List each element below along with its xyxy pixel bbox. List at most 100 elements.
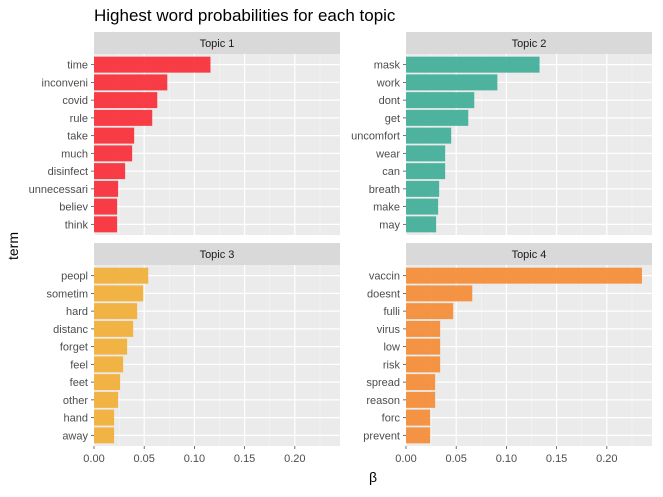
- y-tick-label: prevent: [363, 430, 400, 442]
- bar-unnecessari: [94, 180, 119, 197]
- y-tick-label: hand: [64, 413, 88, 425]
- bar-take: [94, 127, 135, 144]
- bar-prevent: [406, 427, 431, 444]
- y-tick-label: reason: [366, 395, 400, 407]
- x-tick-label: 0.05: [445, 453, 466, 465]
- panel-4: Topic 4 vaccin doesnt fulli virus low risk spre…: [363, 243, 652, 465]
- bar-spread: [406, 374, 436, 391]
- bar-feet: [94, 374, 121, 391]
- y-tick-label: may: [379, 219, 400, 231]
- x-tick-label: 0.15: [546, 453, 567, 465]
- y-tick-label: vaccin: [369, 271, 400, 283]
- bar-feel: [94, 356, 124, 373]
- y-tick-label: spread: [366, 377, 400, 389]
- y-tick-label: forc: [382, 413, 401, 425]
- x-tick-label: 0.10: [496, 453, 517, 465]
- y-tick-label: risk: [383, 359, 401, 371]
- facet-strip: [94, 32, 340, 54]
- bar-peopl: [94, 267, 149, 284]
- bar-wear: [406, 145, 446, 162]
- panel-3: Topic 3 peopl sometim hard distanc forget feel…: [46, 243, 340, 465]
- y-tick-label: doesnt: [367, 288, 400, 300]
- y-tick-label: feet: [70, 377, 88, 389]
- x-tick-label: 0.00: [83, 453, 104, 465]
- y-tick-label: think: [65, 219, 89, 231]
- bar-hard: [94, 303, 138, 320]
- y-tick-label: fulli: [383, 306, 400, 318]
- x-tick-label: 0.15: [234, 453, 255, 465]
- y-tick-label: away: [62, 430, 88, 442]
- bar-vaccin: [406, 267, 642, 284]
- bar-breath: [406, 180, 440, 197]
- y-tick-label: take: [67, 131, 88, 143]
- bar-hand: [94, 409, 115, 426]
- y-tick-label: mask: [374, 60, 401, 72]
- bar-fulli: [406, 303, 454, 320]
- y-tick-label: make: [373, 202, 400, 214]
- bar-may: [406, 216, 437, 233]
- y-tick-label: can: [382, 166, 400, 178]
- bar-get: [406, 109, 469, 126]
- y-tick-label: dont: [379, 95, 400, 107]
- y-tick-label: get: [385, 113, 400, 125]
- facet-strip-label: Topic 3: [200, 249, 235, 261]
- x-tick-label: 0.05: [133, 453, 154, 465]
- facet-strip-label: Topic 4: [512, 249, 547, 261]
- y-tick-label: believ: [59, 202, 88, 214]
- bar-away: [94, 427, 115, 444]
- facet-strip: [406, 243, 652, 265]
- bar-inconveni: [94, 74, 168, 91]
- bar-doesnt: [406, 285, 473, 302]
- x-axis-title: β: [369, 469, 377, 485]
- y-tick-label: breath: [369, 184, 400, 196]
- bar-think: [94, 216, 118, 233]
- x-tick-label: 0.00: [395, 453, 416, 465]
- x-tick-label: 0.20: [284, 453, 305, 465]
- bar-believ: [94, 198, 118, 215]
- y-tick-label: low: [383, 342, 400, 354]
- y-tick-label: other: [63, 395, 88, 407]
- bar-disinfect: [94, 163, 126, 180]
- bar-virus: [406, 320, 441, 337]
- bar-forc: [406, 409, 431, 426]
- y-tick-label: unnecessari: [29, 184, 88, 196]
- y-tick-label: covid: [62, 95, 88, 107]
- y-tick-label: feel: [70, 359, 88, 371]
- bar-can: [406, 163, 446, 180]
- chart-title: Highest word probabilities for each topi…: [94, 6, 396, 25]
- bar-risk: [406, 356, 441, 373]
- y-tick-label: inconveni: [42, 77, 88, 89]
- x-tick-label: 0.20: [596, 453, 617, 465]
- y-tick-label: distanc: [53, 324, 88, 336]
- y-tick-label: virus: [377, 324, 401, 336]
- bar-forget: [94, 338, 128, 355]
- bar-much: [94, 145, 133, 162]
- y-tick-label: sometim: [46, 288, 88, 300]
- y-tick-label: time: [67, 60, 88, 72]
- bar-make: [406, 198, 439, 215]
- bar-covid: [94, 92, 158, 109]
- y-axis-title: term: [5, 232, 21, 260]
- bar-reason: [406, 391, 436, 408]
- y-tick-label: hard: [66, 306, 88, 318]
- bar-work: [406, 74, 498, 91]
- bar-low: [406, 338, 441, 355]
- facet-strip: [94, 243, 340, 265]
- y-tick-label: forget: [60, 342, 88, 354]
- facet-panels: Topic 1 time inconveni covid rule take much dis…: [29, 32, 652, 465]
- y-tick-label: much: [61, 148, 88, 160]
- y-tick-label: uncomfort: [351, 131, 400, 143]
- bar-distanc: [94, 320, 134, 337]
- y-tick-label: disinfect: [48, 166, 88, 178]
- facet-strip-label: Topic 1: [200, 38, 235, 50]
- facet-strip: [406, 32, 652, 54]
- panel-1: Topic 1 time inconveni covid rule take much dis…: [29, 32, 340, 235]
- y-tick-label: peopl: [61, 271, 88, 283]
- bar-dont: [406, 92, 475, 109]
- y-tick-label: wear: [375, 148, 400, 160]
- bar-sometim: [94, 285, 144, 302]
- x-tick-label: 0.10: [184, 453, 205, 465]
- bar-uncomfort: [406, 127, 452, 144]
